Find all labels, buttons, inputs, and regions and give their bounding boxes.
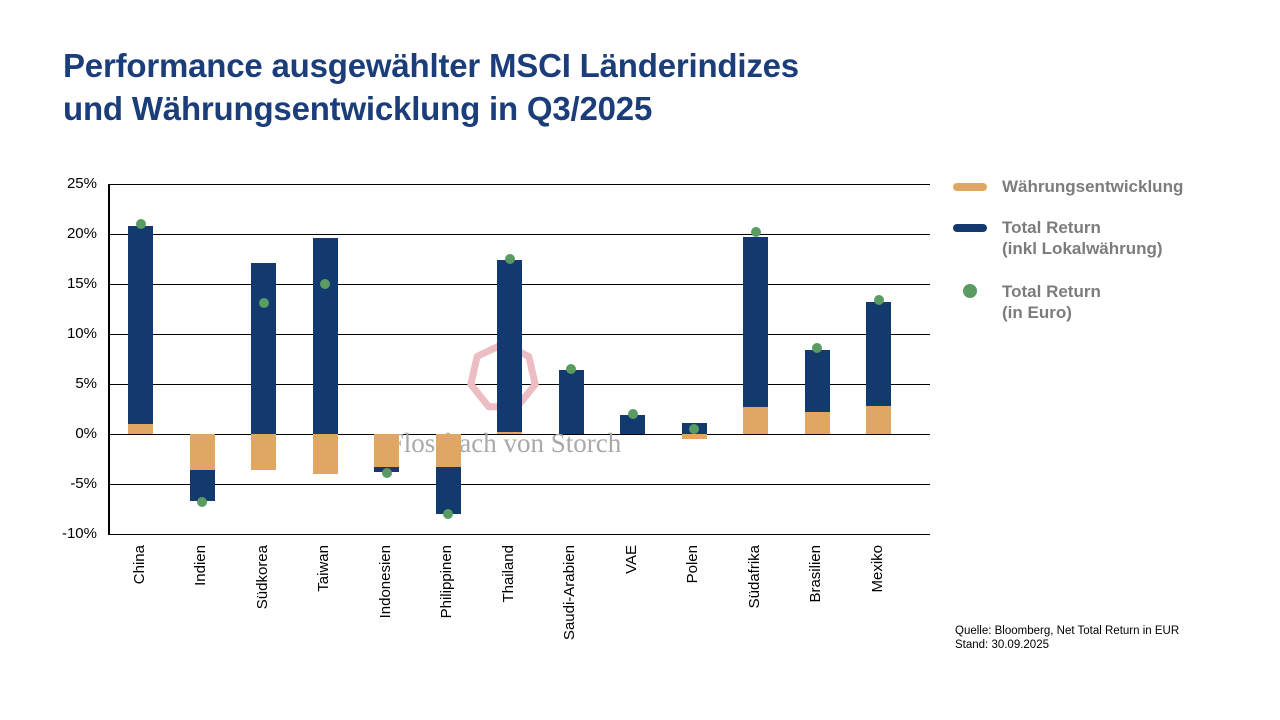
x-axis-label: Mexiko [868, 545, 886, 593]
total-return-bar [866, 302, 891, 406]
total-return-bar [497, 260, 522, 432]
currency-bar [497, 432, 522, 434]
currency-bar [312, 434, 338, 474]
euro-return-dot [258, 298, 269, 308]
currency-bar [128, 424, 153, 434]
gridline [108, 483, 930, 485]
euro-return-dot [443, 509, 453, 519]
x-axis-label: Polen [684, 545, 701, 584]
legend-label-total-return-line2: (inkl Lokalwährung) [1002, 239, 1163, 258]
source-note: Quelle: Bloomberg, Net Total Return in E… [955, 624, 1179, 652]
x-axis-label: VAE [622, 545, 640, 574]
total-return-bar [743, 237, 768, 407]
currency-bar [374, 434, 399, 467]
total-return-bar [558, 370, 584, 434]
y-tick-label: 0% [75, 425, 97, 442]
page-title-line2: und Währungsentwicklung in Q3/2025 [63, 90, 653, 127]
legend-label-total-return: Total Return (inkl Lokalwährung) [1002, 217, 1163, 259]
euro-return-dot [197, 497, 207, 507]
currency-bar [804, 412, 830, 434]
currency-bar [743, 407, 768, 434]
euro-return-dot [812, 343, 822, 353]
total-return-bar [804, 350, 830, 412]
legend-item-total-return: Total Return (inkl Lokalwährung) [953, 217, 1163, 259]
x-axis-label: Taiwan [315, 545, 332, 592]
gridline [108, 433, 930, 435]
euro-return-dot [566, 364, 576, 374]
total-return-bar [128, 226, 153, 424]
y-tick-label: -5% [70, 475, 97, 492]
currency-swatch-icon [953, 182, 987, 191]
x-axis-label: China [130, 545, 148, 585]
legend-label-euro-line1: Total Return [1002, 282, 1101, 301]
gridline [108, 233, 930, 235]
euro-return-dot [504, 254, 515, 264]
page-title: Performance ausgewählter MSCI Länderindi… [63, 44, 799, 130]
euro-return-dot [320, 279, 330, 289]
currency-bar [189, 434, 215, 470]
x-axis-label: Brasilien [807, 545, 824, 603]
euro-return-dot [750, 227, 761, 237]
y-tick-label: 15% [66, 275, 97, 292]
x-axis-label: Thailand [499, 545, 517, 603]
legend-item-currency: Währungsentwicklung [953, 176, 1183, 197]
x-axis-label: Indien [192, 545, 209, 586]
gridline [108, 533, 930, 535]
source-line2: Stand: 30.09.2025 [955, 639, 1049, 651]
total-return-bar [251, 263, 276, 434]
x-axis-label: Südafrika [745, 545, 763, 609]
currency-bar [681, 434, 707, 439]
currency-bar [866, 406, 891, 434]
euro-return-dot [627, 409, 638, 419]
total-return-bar [189, 470, 215, 501]
y-tick-label: 10% [66, 325, 97, 342]
x-axis-label: Indonesien [376, 545, 394, 619]
currency-bar [251, 434, 276, 470]
currency-bar [435, 434, 461, 467]
legend-item-euro: Total Return (in Euro) [953, 281, 1101, 323]
x-axis-label: Südkorea [253, 545, 271, 610]
legend-label-currency: Währungsentwicklung [1002, 177, 1184, 196]
euro-return-dot [873, 295, 884, 305]
total-return-bar [435, 467, 461, 514]
legend-label-euro: Total Return (in Euro) [1002, 281, 1101, 323]
page-title-line1: Performance ausgewählter MSCI Länderindi… [63, 47, 799, 84]
legend-label-total-return-line1: Total Return [1002, 218, 1101, 237]
source-line1: Quelle: Bloomberg, Net Total Return in E… [955, 625, 1180, 637]
y-tick-label: 5% [75, 375, 97, 392]
total-return-swatch-icon [953, 224, 987, 232]
euro-return-dot [689, 424, 699, 434]
euro-return-dot [381, 468, 392, 478]
y-tick-label: -10% [61, 525, 97, 542]
x-axis-label: Saudi-Arabien [561, 545, 578, 641]
total-return-bar [312, 238, 338, 434]
euro-return-dot [135, 219, 146, 229]
gridline [108, 183, 930, 185]
legend-label-euro-line2: (in Euro) [1002, 303, 1072, 322]
y-tick-label: 25% [66, 175, 97, 192]
euro-dot-icon [963, 284, 977, 298]
y-axis-line [108, 184, 110, 534]
y-tick-label: 20% [66, 225, 97, 242]
total-return-bar [620, 415, 645, 434]
x-axis-label: Philippinen [438, 545, 455, 619]
